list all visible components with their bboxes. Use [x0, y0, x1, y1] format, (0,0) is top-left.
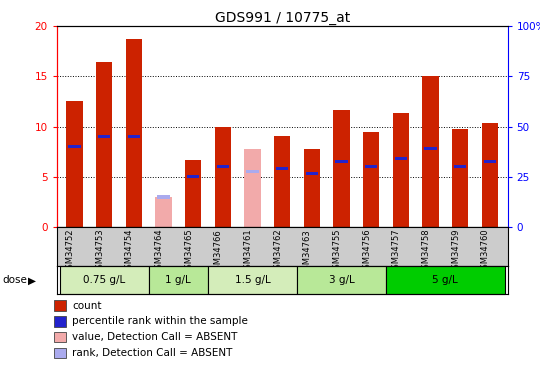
Text: GSM34755: GSM34755 [333, 229, 341, 274]
Text: 1.5 g/L: 1.5 g/L [234, 275, 271, 285]
Bar [365, 165, 377, 168]
Title: GDS991 / 10775_at: GDS991 / 10775_at [214, 11, 350, 25]
Bar [333, 110, 349, 227]
Bar [303, 148, 320, 227]
Text: GSM34762: GSM34762 [273, 229, 282, 274]
Bar [98, 135, 110, 138]
Bar [215, 127, 231, 227]
Bar [148, 266, 208, 294]
Text: GSM34754: GSM34754 [125, 229, 134, 274]
Bar [454, 165, 466, 168]
Text: GSM34764: GSM34764 [154, 229, 164, 274]
Bar [386, 266, 505, 294]
Bar [217, 165, 229, 168]
Bar [127, 135, 140, 138]
Text: value, Detection Call = ABSENT: value, Detection Call = ABSENT [72, 332, 238, 342]
Text: rank, Detection Call = ABSENT: rank, Detection Call = ABSENT [72, 348, 233, 358]
Bar [69, 145, 80, 148]
Bar [208, 266, 297, 294]
Text: GSM34753: GSM34753 [95, 229, 104, 274]
Bar [96, 62, 112, 227]
Text: ▶: ▶ [28, 275, 36, 285]
Text: GSM34763: GSM34763 [303, 229, 312, 274]
Bar [395, 157, 407, 160]
Bar [424, 147, 437, 150]
Bar [126, 39, 142, 227]
Bar [484, 160, 496, 164]
Bar [66, 102, 83, 227]
Text: 0.75 g/L: 0.75 g/L [83, 275, 125, 285]
Text: 1 g/L: 1 g/L [165, 275, 191, 285]
Text: GSM34758: GSM34758 [422, 229, 430, 274]
Text: GSM34759: GSM34759 [451, 229, 460, 274]
Bar [335, 160, 348, 164]
Bar [244, 148, 261, 227]
Bar [156, 197, 172, 227]
Text: 3 g/L: 3 g/L [329, 275, 354, 285]
Text: count: count [72, 301, 102, 310]
Text: percentile rank within the sample: percentile rank within the sample [72, 316, 248, 326]
Text: GSM34752: GSM34752 [65, 229, 75, 274]
Text: GSM34765: GSM34765 [184, 229, 193, 274]
Bar [157, 195, 170, 198]
Text: GSM34761: GSM34761 [244, 229, 253, 274]
Bar [187, 175, 199, 178]
Bar [363, 132, 379, 227]
Bar [276, 167, 288, 171]
Text: 5 g/L: 5 g/L [433, 275, 458, 285]
Bar [297, 266, 386, 294]
Bar [452, 129, 468, 227]
Bar [185, 160, 201, 227]
Text: dose: dose [3, 275, 28, 285]
Bar [274, 136, 291, 227]
Bar [246, 170, 259, 174]
Bar [422, 76, 438, 227]
Text: GSM34760: GSM34760 [481, 229, 490, 274]
Bar [482, 123, 498, 227]
Text: GSM34766: GSM34766 [214, 229, 223, 274]
Text: GSM34757: GSM34757 [392, 229, 401, 274]
Bar [393, 112, 409, 227]
Bar [306, 172, 318, 176]
Bar [59, 266, 149, 294]
Text: GSM34756: GSM34756 [362, 229, 371, 274]
